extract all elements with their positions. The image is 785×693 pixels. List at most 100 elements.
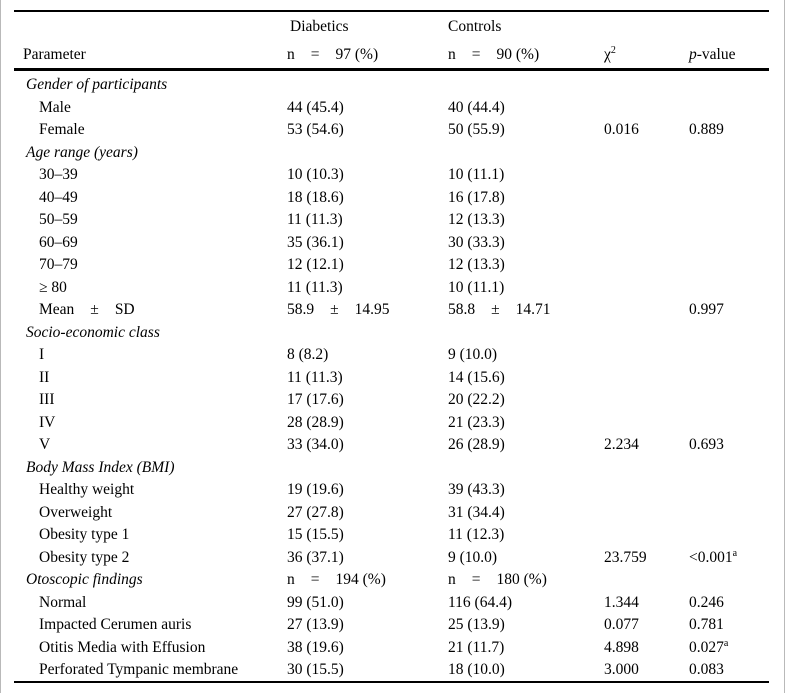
table-top-rule xyxy=(14,10,769,12)
table-bottom-rule xyxy=(14,681,769,683)
diabetics-value: 35 (36.1) xyxy=(287,233,344,251)
row-label: Overweight xyxy=(39,503,113,521)
column-header-n-diabetics: n = 97 (%) xyxy=(287,42,378,68)
diabetics-n-part: 194 (%) xyxy=(335,571,386,588)
row-label: Perforated Tympanic membrane xyxy=(39,661,239,678)
table-row: III 17 (17.6) 20 (22.2) xyxy=(14,389,769,412)
column-group-controls: Controls xyxy=(448,18,502,35)
row-label: I xyxy=(39,346,45,363)
row-label: 50–59 xyxy=(39,211,78,228)
p-value: 0.997 xyxy=(689,301,724,318)
diabetics-value: 11 (11.3) xyxy=(287,211,343,228)
table-row: 40–49 18 (18.6) 16 (17.8) xyxy=(14,187,769,210)
controls-value: 25 (13.9) xyxy=(448,616,505,633)
controls-value: 40 (44.4) xyxy=(448,98,505,116)
row-label: Obesity type 2 xyxy=(39,548,130,566)
section-row: Age range (years) xyxy=(14,142,769,165)
table-row: Obesity type 2 36 (37.1) 9 (10.0) 23.759 <0.… xyxy=(14,547,769,570)
row-label: Normal xyxy=(39,593,87,611)
controls-value-part: 14.71 xyxy=(515,301,551,318)
chi-square-value: 3.000 xyxy=(604,661,639,678)
table-row: Perforated Tympanic membrane 30 (15.5) 18 … xyxy=(14,659,769,682)
table-row: Obesity type 1 15 (15.5) 11 (12.3) xyxy=(14,524,769,547)
row-label: 70–79 xyxy=(39,256,78,273)
table-row: Male 44 (45.4) 40 (44.4) xyxy=(14,97,769,120)
row-label: Mean ± SD xyxy=(39,299,135,322)
row-label: Male xyxy=(39,98,71,116)
footnote-marker: a xyxy=(723,637,729,649)
controls-n-part: 180 (%) xyxy=(496,571,547,588)
controls-value: 116 (64.4) xyxy=(448,593,512,611)
diabetics-value: 19 (19.6) xyxy=(287,481,344,498)
equals-sign: = xyxy=(471,46,481,63)
table-row: Healthy weight 19 (19.6) 39 (43.3) xyxy=(14,479,769,502)
diabetics-value: 11 (11.3) xyxy=(287,278,343,296)
controls-value-part: ± xyxy=(491,301,500,318)
row-label: 60–69 xyxy=(39,233,78,251)
row-label: V xyxy=(39,436,51,453)
section-title: Body Mass Index (BMI) xyxy=(26,458,175,476)
section-row: Body Mass Index (BMI) xyxy=(14,457,769,480)
p-symbol: p xyxy=(689,46,697,63)
row-label-part: SD xyxy=(114,301,135,318)
row-label: III xyxy=(39,391,55,408)
section-title: Age range (years) xyxy=(26,143,138,161)
diabetics-n-part: n xyxy=(287,571,295,588)
diabetics-value: 58.9 ±14.95 xyxy=(287,299,390,322)
column-header-chi-square: χ2 xyxy=(604,42,616,68)
diabetics-value: 53 (54.6) xyxy=(287,121,344,138)
controls-value: 18 (10.0) xyxy=(448,661,505,678)
n-label: n xyxy=(287,46,295,63)
row-label: II xyxy=(39,368,50,386)
chi-exponent: 2 xyxy=(610,44,616,56)
row-label: Otitis Media with Effusion xyxy=(39,638,206,656)
footnote-marker: a xyxy=(732,547,738,559)
row-label: Female xyxy=(39,121,85,138)
controls-value: 20 (22.2) xyxy=(448,391,505,408)
table-header-rule xyxy=(14,68,769,71)
p-value: 0.246 xyxy=(689,593,724,611)
controls-value: 39 (43.3) xyxy=(448,481,505,498)
diabetics-value: 27 (13.9) xyxy=(287,616,344,633)
controls-n-part: = xyxy=(471,571,481,588)
controls-value: 50 (55.9) xyxy=(448,121,505,138)
controls-value-part: 58.8 xyxy=(448,301,476,318)
table-row: I 8 (8.2) 9 (10.0) xyxy=(14,344,769,367)
table-row: Otitis Media with Effusion 38 (19.6) 21 (1… xyxy=(14,637,769,660)
table-row: Impacted Cerumen auris 27 (13.9) 25 (13.9)… xyxy=(14,614,769,637)
column-header-row: Parameter n = 97 (%) n = 90 (%) χ2 p-value xyxy=(14,42,769,68)
p-value: 0.027a xyxy=(689,637,729,656)
controls-value: 58.8 ±14.71 xyxy=(448,299,551,322)
diabetics-value: 27 (27.8) xyxy=(287,503,344,521)
table-row: Overweight 27 (27.8) 31 (34.4) xyxy=(14,502,769,525)
table-row: 60–69 35 (36.1) 30 (33.3) xyxy=(14,232,769,255)
table-row: ≥ 80 11 (11.3) 10 (11.1) xyxy=(14,277,769,300)
row-label: ≥ 80 xyxy=(39,278,67,296)
chi-square-value: 4.898 xyxy=(604,638,639,656)
table-row: Female 53 (54.6) 50 (55.9) 0.016 0.889 xyxy=(14,119,769,142)
section-title: Gender of participants xyxy=(26,76,168,93)
row-label: 40–49 xyxy=(39,188,78,206)
diabetics-n: n = 194 (%) xyxy=(287,569,386,592)
controls-value: 16 (17.8) xyxy=(448,188,505,206)
diabetics-value: 33 (34.0) xyxy=(287,436,344,453)
row-label: Healthy weight xyxy=(39,481,135,498)
diabetics-value: 28 (28.9) xyxy=(287,413,344,431)
n-count: 90 (%) xyxy=(496,46,540,63)
diabetics-value: 8 (8.2) xyxy=(287,346,329,363)
row-label: 30–39 xyxy=(39,166,78,183)
n-count: 97 (%) xyxy=(335,46,379,63)
controls-value: 30 (33.3) xyxy=(448,233,505,251)
table-body: Gender of participants Male 44 (45.4) 40 (4… xyxy=(14,74,769,682)
controls-value: 31 (34.4) xyxy=(448,503,505,521)
diabetics-value: 99 (51.0) xyxy=(287,593,344,611)
chi-square-value: 0.016 xyxy=(604,121,639,138)
table-header: Diabetics Controls Parameter n = 97 (%) n =… xyxy=(14,12,769,68)
controls-n-part: n xyxy=(448,571,456,588)
row-label: Obesity type 1 xyxy=(39,526,130,543)
p-value: <0.001a xyxy=(689,547,738,566)
diabetics-value: 36 (37.1) xyxy=(287,548,344,566)
section-row: Otoscopic findings n = 194 (%) n = 180 (%) xyxy=(14,569,769,592)
p-value: 0.693 xyxy=(689,436,724,453)
